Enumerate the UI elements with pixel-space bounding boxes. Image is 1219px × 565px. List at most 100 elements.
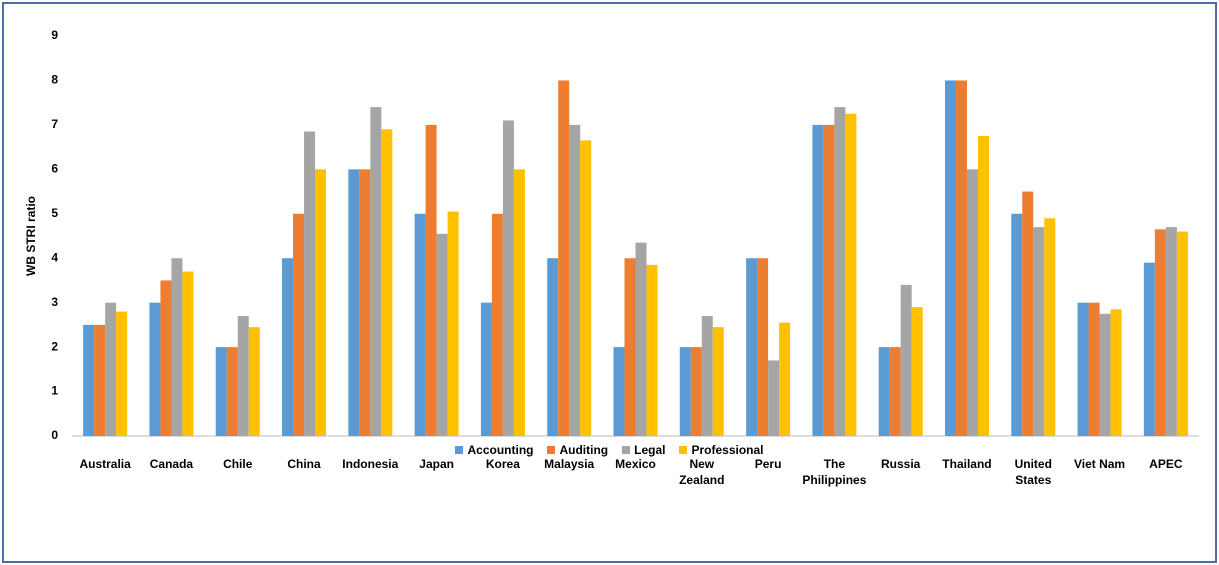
- legend-swatch: [679, 446, 688, 454]
- y-tick-label: 5: [51, 206, 58, 220]
- bar: [547, 258, 559, 436]
- bar: [878, 347, 890, 436]
- bar: [447, 211, 459, 436]
- bar: [248, 327, 260, 436]
- bar: [635, 242, 647, 436]
- bar: [1110, 309, 1122, 436]
- legend-label: Professional: [691, 443, 764, 457]
- y-tick-label: 7: [51, 117, 58, 131]
- bar: [237, 316, 249, 436]
- bar: [315, 169, 327, 437]
- bar: [282, 258, 294, 436]
- bar: [370, 107, 382, 436]
- bar: [182, 271, 194, 436]
- bar: [646, 264, 658, 436]
- y-tick-label: 6: [51, 162, 58, 176]
- y-axis-label: WB STRI ratio: [24, 196, 38, 276]
- x-tick-label: The Philippines: [802, 457, 867, 487]
- x-tick-label: China: [287, 457, 321, 471]
- bar: [436, 233, 448, 436]
- legend-label: Legal: [634, 443, 666, 457]
- x-tick-label: Malaysia: [544, 457, 595, 471]
- bar: [1099, 313, 1111, 436]
- bar: [83, 324, 95, 436]
- bar: [1176, 231, 1188, 436]
- bar: [712, 327, 724, 436]
- bar: [480, 302, 492, 436]
- bar: [845, 113, 857, 437]
- legend-swatch: [622, 446, 631, 454]
- legend-label: Auditing: [559, 443, 609, 457]
- bar: [171, 258, 183, 436]
- y-tick-label: 4: [51, 250, 58, 264]
- legend-swatch: [547, 446, 556, 454]
- bar: [1143, 262, 1155, 436]
- bar: [491, 213, 503, 436]
- legend-item: Professional: [679, 443, 764, 457]
- bar: [757, 258, 769, 436]
- bar: [348, 169, 360, 437]
- x-tick-label: Canada: [149, 457, 194, 471]
- bar: [226, 347, 238, 436]
- bar: [900, 284, 912, 436]
- bar: [116, 311, 128, 436]
- bar: [823, 124, 835, 436]
- bar: [679, 347, 691, 436]
- bar: [746, 258, 758, 436]
- x-tick-label: Mexico: [615, 457, 656, 471]
- bar: [1044, 218, 1056, 436]
- x-tick-label: Australia: [79, 457, 131, 471]
- bar: [624, 258, 636, 436]
- bar: [812, 124, 824, 436]
- x-tick-label: APEC: [1149, 457, 1183, 471]
- bar: [889, 347, 901, 436]
- bar: [1088, 302, 1100, 436]
- bar: [359, 169, 371, 437]
- bar: [944, 80, 956, 436]
- bar: [701, 316, 713, 436]
- bar: [215, 347, 227, 436]
- bar: [1154, 229, 1166, 436]
- y-tick-label: 3: [51, 295, 58, 309]
- x-tick-label: New Zealand: [679, 457, 725, 487]
- bar: [1022, 191, 1034, 436]
- bar: [1165, 227, 1177, 436]
- x-tick-label: United States: [1014, 457, 1052, 487]
- bar: [911, 307, 923, 436]
- bar: [94, 324, 106, 436]
- bar: [580, 140, 592, 436]
- bar: [304, 131, 316, 437]
- bar: [149, 302, 161, 436]
- y-tick-label: 8: [51, 73, 58, 87]
- legend-item: Legal: [622, 443, 665, 457]
- x-tick-label: Japan: [419, 457, 454, 471]
- legend-swatch: [455, 446, 464, 454]
- bar: [955, 80, 967, 436]
- bar: [768, 360, 780, 436]
- x-tick-label: Viet Nam: [1073, 457, 1126, 471]
- bar: [966, 169, 978, 437]
- bar: [779, 322, 791, 436]
- y-tick-label: 9: [51, 28, 58, 42]
- bar: [613, 347, 625, 436]
- x-tick-label: Indonesia: [342, 457, 399, 471]
- y-tick-label: 0: [51, 428, 58, 442]
- bar: [160, 280, 172, 436]
- bar: [569, 124, 581, 436]
- y-tick-label: 1: [51, 384, 58, 398]
- bar: [381, 129, 393, 437]
- bar: [558, 80, 570, 436]
- legend-label: Accounting: [467, 443, 534, 457]
- bar: [834, 107, 846, 436]
- x-tick-label: Korea: [485, 457, 520, 471]
- x-tick-label: Russia: [880, 457, 921, 471]
- x-tick-label: Peru: [754, 457, 782, 471]
- bar: [1033, 227, 1045, 436]
- bar: [105, 302, 117, 436]
- x-tick-label: Chile: [223, 457, 253, 471]
- bar: [293, 213, 305, 436]
- bar: [414, 213, 426, 436]
- bar: [977, 136, 989, 436]
